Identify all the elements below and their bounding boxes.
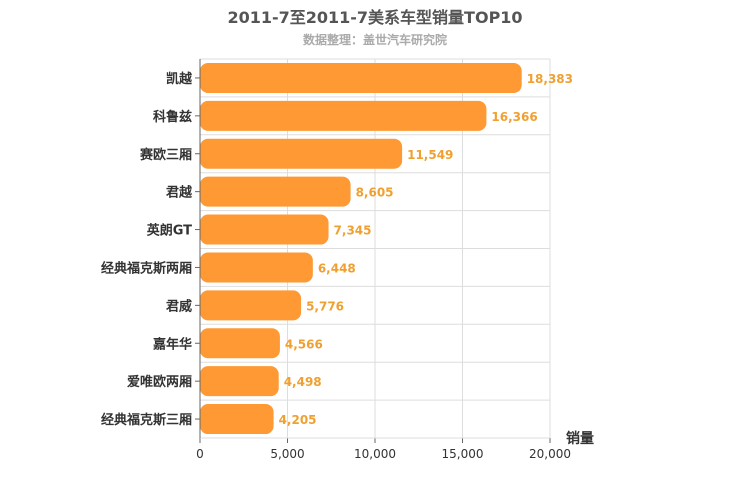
category-label: 英朗GT (146, 223, 192, 239)
category-label: 经典福克斯两厢 (101, 260, 192, 276)
bar (200, 328, 280, 359)
bar (200, 214, 329, 245)
bar (200, 290, 302, 321)
category-label: 君越 (166, 185, 193, 201)
x-tick-label: 15,000 (442, 447, 484, 461)
data-label: 8,605 (356, 186, 394, 200)
bar-layer (200, 62, 522, 435)
data-label: 4,205 (279, 413, 317, 427)
data-label: 18,383 (527, 72, 573, 86)
x-tick-label: 0 (196, 447, 204, 461)
data-label: 11,549 (407, 148, 453, 162)
grid-layer (195, 58, 551, 443)
bar (200, 366, 279, 397)
data-label: 5,776 (306, 299, 344, 313)
category-label: 凯越 (166, 71, 193, 87)
bar (200, 62, 522, 93)
bar (200, 138, 403, 169)
x-axis-title: 销量 (566, 430, 594, 447)
category-label: 嘉年华 (152, 336, 192, 352)
category-label: 爱唯欧两厢 (127, 374, 192, 390)
bar (200, 176, 351, 207)
category-label: 君威 (166, 298, 192, 314)
bar (200, 100, 487, 131)
data-label: 16,366 (491, 110, 537, 124)
label-layer: 0 5,000 10,000 15,000 20,000 凯越 18,383 科鲁兹 16,36… (101, 71, 573, 461)
x-tick-label: 10,000 (354, 447, 396, 461)
bar (200, 404, 274, 435)
category-label: 赛欧三厢 (139, 147, 192, 163)
bar (200, 252, 313, 283)
chart-subtitle: 数据整理：盖世汽车研究院 (302, 33, 447, 47)
data-label: 6,448 (318, 261, 356, 275)
x-tick-label: 20,000 (529, 447, 571, 461)
data-label: 4,498 (284, 375, 322, 389)
chart-title: 2011-7至2011-7美系车型销量TOP10 (227, 8, 523, 27)
x-tick-label: 5,000 (270, 447, 304, 461)
category-label: 科鲁兹 (153, 109, 192, 125)
data-label: 4,566 (285, 337, 323, 351)
data-label: 7,345 (334, 224, 372, 238)
category-label: 经典福克斯三厢 (101, 412, 192, 428)
